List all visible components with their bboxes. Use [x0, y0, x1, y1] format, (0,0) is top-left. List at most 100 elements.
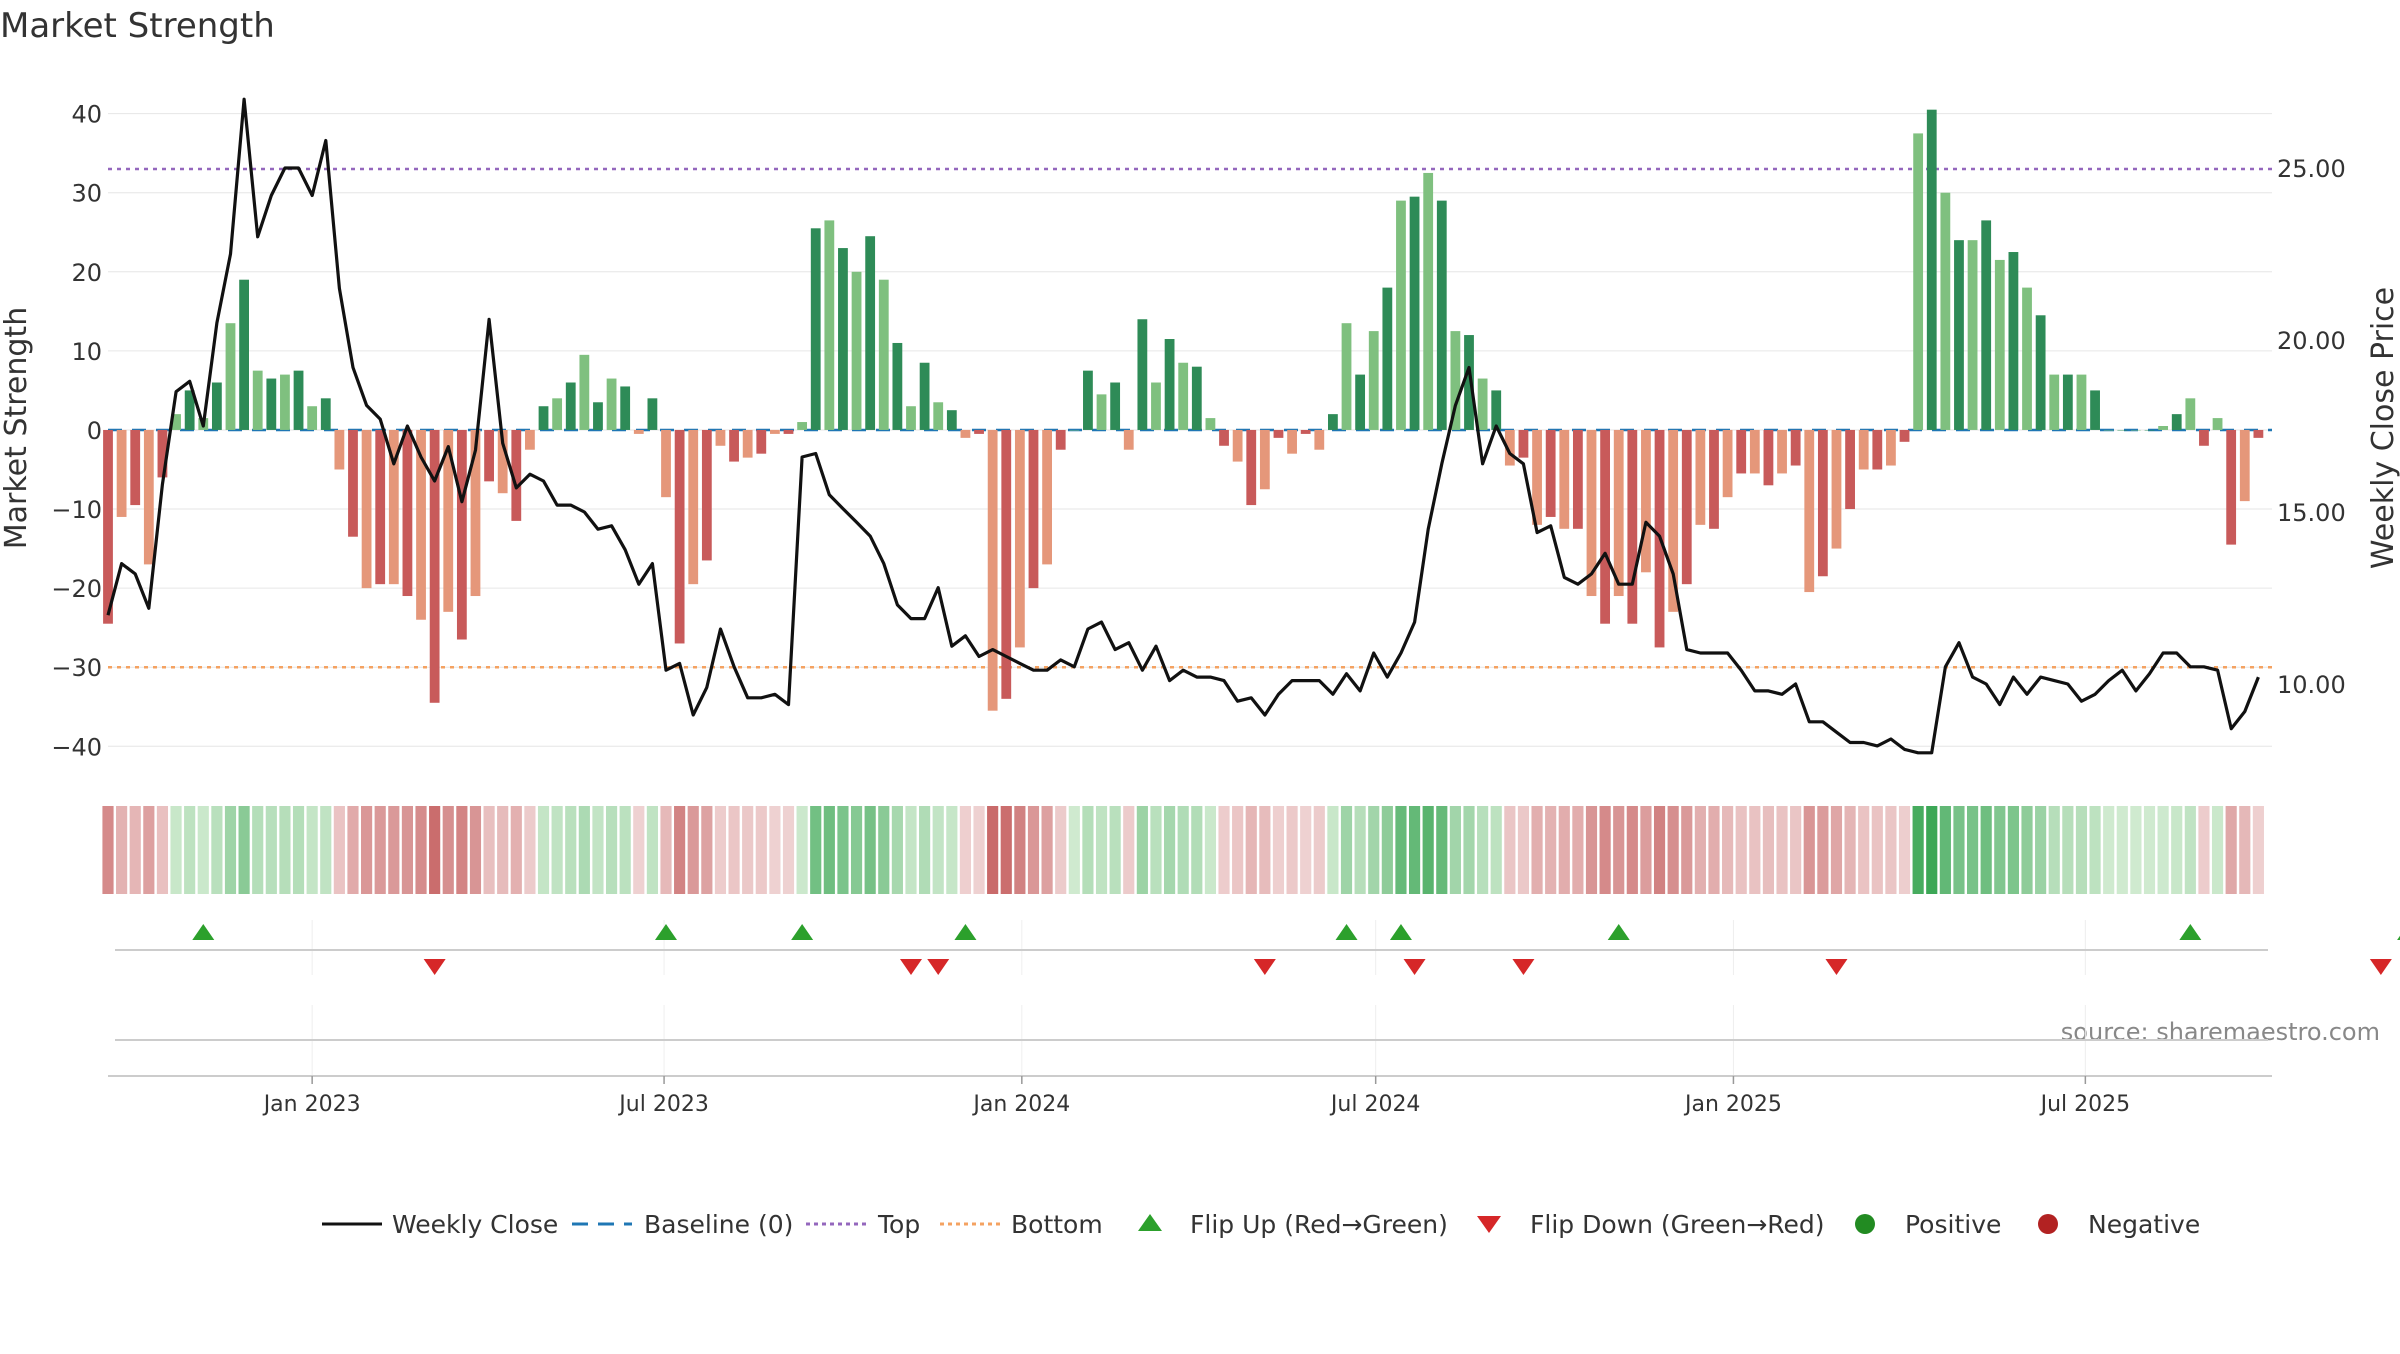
strength-bar — [987, 429, 998, 711]
strength-bar — [1613, 429, 1624, 597]
strength-bar — [225, 323, 236, 430]
strip-cell — [156, 806, 169, 894]
strength-bar — [1913, 133, 1924, 430]
strength-bar — [157, 429, 168, 478]
strength-bar — [307, 406, 318, 430]
strength-bar — [1259, 429, 1270, 490]
strip-cell — [782, 806, 795, 894]
strength-bar — [1586, 429, 1597, 597]
strip-cell — [674, 806, 686, 894]
flip-down-marker — [1253, 959, 1276, 975]
strip-cell — [143, 806, 155, 894]
legend-label: Bottom — [1011, 1210, 1103, 1239]
strip-cell — [1980, 806, 1992, 894]
strip-cell — [2062, 806, 2074, 894]
strength-bar — [103, 429, 113, 624]
strip-cell — [1966, 806, 1979, 894]
flip-down-marker — [899, 959, 922, 975]
strip-cell — [497, 806, 509, 894]
strength-bar — [266, 378, 277, 430]
strength-bar — [1232, 429, 1243, 462]
strength-bar — [2185, 398, 2196, 430]
strip-cell — [1027, 806, 1040, 894]
strength-bar — [1940, 192, 1951, 430]
strip-cell — [429, 806, 441, 894]
flip-down-marker — [927, 959, 950, 975]
strength-bar — [1382, 287, 1393, 430]
strip-cell — [1463, 806, 1475, 894]
strip-cell — [1313, 806, 1325, 894]
strip-cell — [1926, 806, 1938, 894]
strength-bar — [1886, 429, 1896, 466]
flip-down-marker — [2369, 959, 2392, 975]
strength-bar — [1151, 382, 1161, 430]
strip-cell — [1885, 806, 1897, 894]
strip-cell — [878, 806, 890, 894]
strength-bar — [1042, 429, 1052, 565]
flip-up-marker — [2397, 935, 2400, 940]
strip-cell — [2007, 806, 2019, 894]
strength-bar — [1273, 429, 1284, 438]
strength-bar — [1450, 331, 1461, 430]
strength-bar — [633, 429, 644, 434]
strength-bar — [1817, 429, 1828, 577]
strip-cell — [1327, 806, 1339, 894]
strength-bar — [919, 362, 930, 430]
strip-cell — [1109, 806, 1121, 894]
lower-panel — [108, 1039, 2272, 1077]
strip-cell — [2157, 806, 2169, 894]
strip-cell — [1095, 806, 1108, 894]
strip-cell — [1871, 806, 1883, 894]
x-tick-label: Jan 2024 — [971, 1092, 1070, 1117]
strength-bar — [647, 398, 658, 430]
strength-bar — [1396, 200, 1406, 430]
strength-bar — [2253, 429, 2264, 438]
strip-cell — [946, 806, 958, 894]
strip-cell — [224, 806, 237, 894]
strip-cell — [2048, 806, 2060, 894]
y2-axis-ticks: 25.00 20.00 15.00 10.00 — [2277, 155, 2346, 699]
strength-bar — [1014, 429, 1025, 648]
strength-bar — [756, 429, 767, 454]
strip-cell — [1422, 806, 1434, 894]
flip-up-marker — [655, 924, 678, 940]
strip-cell — [1653, 806, 1666, 894]
strip-cell — [1722, 806, 1734, 894]
strip-cell — [1055, 806, 1067, 894]
strip-cell — [1191, 806, 1203, 894]
strength-bar — [1749, 429, 1760, 474]
strength-bar — [1491, 390, 1502, 430]
strip-cell — [1164, 806, 1176, 894]
legend-swatch — [1477, 1216, 1501, 1233]
flip-up-marker — [2179, 924, 2202, 940]
strength-bar — [1695, 429, 1706, 525]
strength-bar — [1763, 429, 1774, 486]
strip-cell — [1749, 806, 1761, 894]
strip-cell — [891, 806, 903, 894]
strength-bar — [688, 429, 699, 585]
strength-bar — [1641, 429, 1651, 573]
strip-cell — [1272, 806, 1285, 894]
strip-cell — [1082, 806, 1094, 894]
legend-label: Negative — [2088, 1210, 2200, 1239]
strength-bar — [1668, 429, 1679, 612]
strength-bars — [103, 109, 2264, 711]
strip-cell — [1477, 806, 1489, 894]
strength-bar — [1137, 319, 1148, 430]
strip-cell — [1123, 806, 1135, 894]
weekly-close-series — [106, 97, 2260, 755]
strip-cell — [1068, 806, 1080, 894]
strip-cell — [973, 806, 985, 894]
strength-bar — [402, 429, 413, 597]
strip-cell — [510, 806, 522, 894]
flip-down-marker — [1512, 959, 1535, 975]
strength-bar — [1600, 429, 1611, 624]
strength-bar — [865, 236, 876, 430]
strength-bar — [1219, 429, 1229, 446]
x-tick-label: Jul 2024 — [1329, 1092, 1421, 1117]
y2-tick-label: 20.00 — [2277, 327, 2346, 355]
legend-swatch — [1855, 1214, 1875, 1234]
strength-bar — [1872, 429, 1883, 470]
